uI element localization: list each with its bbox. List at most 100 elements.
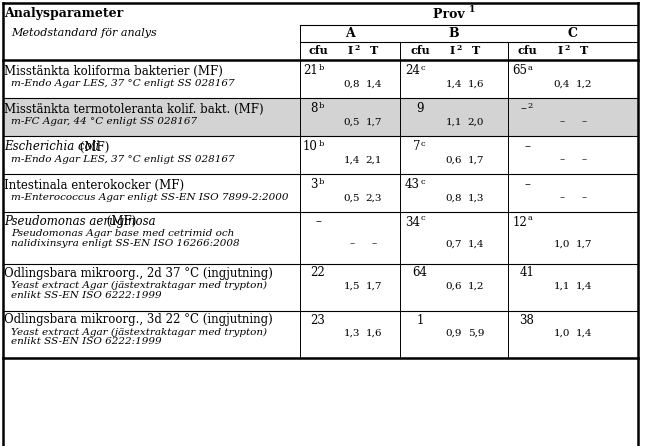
Text: 0,4: 0,4: [554, 79, 570, 88]
Text: 2,0: 2,0: [468, 117, 484, 127]
Text: 2: 2: [527, 102, 532, 110]
Text: 1,5: 1,5: [344, 281, 361, 290]
Text: a: a: [528, 63, 533, 71]
Text: nalidixinsyra enligt SS-EN ISO 16266:2008: nalidixinsyra enligt SS-EN ISO 16266:200…: [11, 239, 240, 248]
Text: –: –: [581, 117, 586, 127]
Text: 0,8: 0,8: [446, 194, 462, 202]
Text: 1,4: 1,4: [344, 156, 361, 165]
Text: Prov: Prov: [433, 8, 469, 21]
Text: Pseudomonas aeruginosa: Pseudomonas aeruginosa: [4, 215, 155, 227]
Text: m-Enterococcus Agar enligt SS-EN ISO 7899-2:2000: m-Enterococcus Agar enligt SS-EN ISO 789…: [11, 194, 288, 202]
Text: –: –: [524, 178, 530, 191]
Text: m-Endo Agar LES, 37 °C enligt SS 028167: m-Endo Agar LES, 37 °C enligt SS 028167: [11, 156, 235, 165]
Text: Misstänkta koliforma bakterier (MF): Misstänkta koliforma bakterier (MF): [4, 65, 223, 78]
Text: 9: 9: [416, 103, 424, 116]
Text: 1,0: 1,0: [554, 240, 570, 248]
Text: 0,5: 0,5: [344, 194, 361, 202]
Text: a: a: [528, 215, 533, 223]
Text: T: T: [370, 45, 378, 57]
Text: Pseudomonas Agar base med cetrimid och: Pseudomonas Agar base med cetrimid och: [11, 228, 234, 238]
Text: T: T: [580, 45, 588, 57]
Text: T: T: [472, 45, 480, 57]
Text: 1,4: 1,4: [468, 240, 484, 248]
Text: 43: 43: [405, 178, 420, 191]
Text: 3: 3: [310, 178, 318, 191]
Text: (MF): (MF): [76, 140, 110, 153]
Text: 2,3: 2,3: [366, 194, 382, 202]
Text: 0,9: 0,9: [446, 329, 462, 338]
Text: 65: 65: [512, 65, 527, 78]
Text: b: b: [319, 63, 324, 71]
Text: Misstänkta termotoleranta kolif. bakt. (MF): Misstänkta termotoleranta kolif. bakt. (…: [4, 103, 264, 116]
Text: 1,6: 1,6: [366, 329, 382, 338]
Text: C: C: [568, 27, 578, 40]
Text: A: A: [345, 27, 355, 40]
Text: –: –: [581, 156, 586, 165]
Text: 2: 2: [354, 44, 359, 52]
Text: Odlingsbara mikroorg., 2d 37 °C (ingjutning): Odlingsbara mikroorg., 2d 37 °C (ingjutn…: [4, 267, 273, 280]
Text: 0,6: 0,6: [446, 281, 462, 290]
Text: Yeast extract Agar (jästextraktagar med trypton): Yeast extract Agar (jästextraktagar med …: [11, 281, 267, 289]
Text: 2: 2: [564, 44, 570, 52]
Text: 1,7: 1,7: [468, 156, 484, 165]
Text: 0,5: 0,5: [344, 117, 361, 127]
Text: 1,2: 1,2: [468, 281, 484, 290]
Text: I: I: [348, 45, 353, 57]
Text: B: B: [449, 27, 459, 40]
Text: 21: 21: [303, 65, 318, 78]
Text: 1,3: 1,3: [344, 329, 361, 338]
Text: Metodstandard för analys: Metodstandard för analys: [11, 29, 157, 38]
Text: 41: 41: [520, 267, 535, 280]
Text: 1,7: 1,7: [576, 240, 592, 248]
Text: 1,3: 1,3: [468, 194, 484, 202]
Text: Odlingsbara mikroorg., 3d 22 °C (ingjutning): Odlingsbara mikroorg., 3d 22 °C (ingjutn…: [4, 314, 273, 326]
Text: m-FC Agar, 44 °C enligt SS 028167: m-FC Agar, 44 °C enligt SS 028167: [11, 117, 197, 127]
Text: 22: 22: [311, 267, 325, 280]
Text: –: –: [581, 194, 586, 202]
Text: c: c: [421, 178, 426, 186]
Text: 1,1: 1,1: [446, 117, 462, 127]
Text: Analysparameter: Analysparameter: [4, 8, 123, 21]
Text: –: –: [372, 240, 377, 248]
Text: –: –: [559, 156, 564, 165]
Text: 8: 8: [311, 103, 318, 116]
Text: 1: 1: [469, 5, 475, 15]
Text: enlikt SS-EN ISO 6222:1999: enlikt SS-EN ISO 6222:1999: [11, 338, 162, 347]
Text: I: I: [557, 45, 562, 57]
Text: 2,1: 2,1: [366, 156, 382, 165]
Text: 1,4: 1,4: [576, 281, 592, 290]
Text: –: –: [350, 240, 355, 248]
Text: c: c: [421, 215, 426, 223]
Text: 1,4: 1,4: [366, 79, 382, 88]
Text: cfu: cfu: [517, 45, 537, 57]
Text: 34: 34: [405, 215, 420, 228]
Text: Escherichia coli: Escherichia coli: [4, 140, 99, 153]
Text: 23: 23: [310, 314, 326, 326]
Text: enlikt SS-EN ISO 6222:1999: enlikt SS-EN ISO 6222:1999: [11, 290, 162, 300]
Text: b: b: [319, 102, 324, 110]
Text: 2: 2: [456, 44, 461, 52]
Text: –: –: [559, 194, 564, 202]
Text: 1,6: 1,6: [468, 79, 484, 88]
Text: 1,0: 1,0: [554, 329, 570, 338]
Text: 12: 12: [512, 215, 527, 228]
Text: b: b: [319, 140, 324, 148]
Text: 7: 7: [413, 140, 420, 153]
Text: 1,7: 1,7: [366, 117, 382, 127]
Text: I: I: [450, 45, 455, 57]
Text: 0,7: 0,7: [446, 240, 462, 248]
Text: 1: 1: [416, 314, 424, 326]
Text: (MF): (MF): [103, 215, 136, 227]
Text: 1,4: 1,4: [446, 79, 462, 88]
Text: 0,6: 0,6: [446, 156, 462, 165]
Text: 5,9: 5,9: [468, 329, 484, 338]
Text: cfu: cfu: [410, 45, 430, 57]
Text: 1,2: 1,2: [576, 79, 592, 88]
Text: m-Endo Agar LES, 37 °C enligt SS 028167: m-Endo Agar LES, 37 °C enligt SS 028167: [11, 79, 235, 88]
Text: cfu: cfu: [308, 45, 328, 57]
Text: 38: 38: [520, 314, 535, 326]
Text: 10: 10: [303, 140, 318, 153]
Text: 64: 64: [413, 267, 428, 280]
Text: Intestinala enterokocker (MF): Intestinala enterokocker (MF): [4, 178, 184, 191]
Text: c: c: [421, 63, 426, 71]
